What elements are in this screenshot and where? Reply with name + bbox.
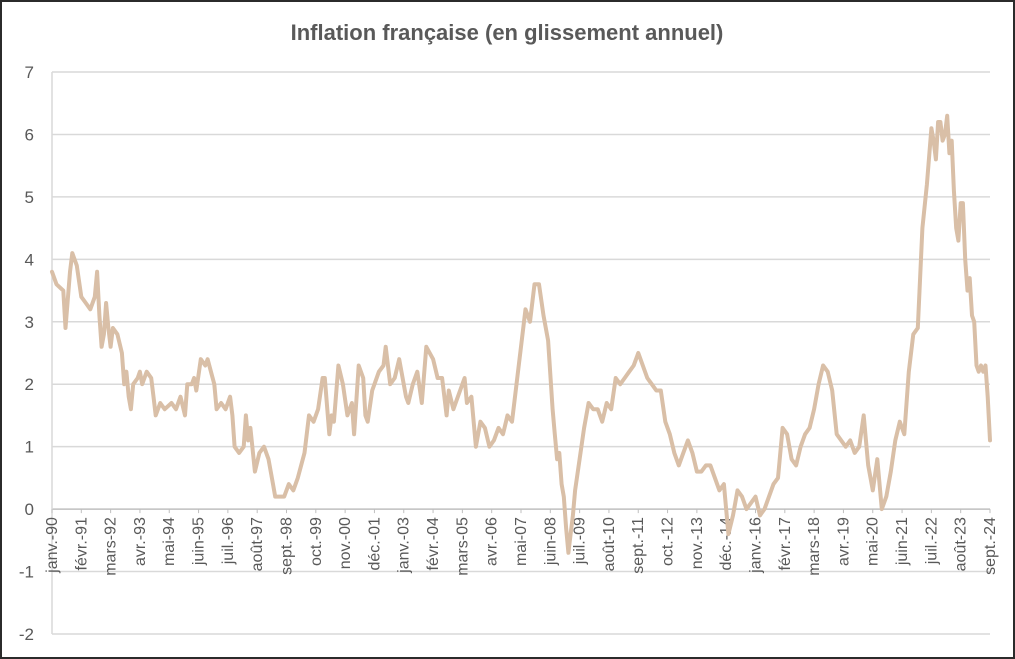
grid-layer — [51, 71, 990, 635]
x-tick-label: juil.-22 — [923, 517, 940, 565]
x-tick-label: août-97 — [249, 517, 266, 571]
x-tick-label: mai-94 — [161, 517, 178, 566]
y-tick-label: 6 — [25, 125, 34, 144]
inflation-series-line — [50, 113, 992, 555]
x-tick-label: déc.-01 — [366, 517, 383, 570]
x-tick-label: avr.-19 — [835, 517, 852, 566]
x-tick-label: mars-05 — [454, 517, 471, 576]
x-tick-label: févr.-04 — [425, 517, 442, 570]
x-tick-label: févr.-17 — [777, 517, 794, 570]
y-tick-label: -2 — [19, 625, 34, 644]
y-tick-label: 7 — [25, 63, 34, 82]
x-tick-label: avr.-06 — [484, 517, 501, 566]
y-tick-label: 3 — [25, 313, 34, 332]
chart-title: Inflation française (en glissement annue… — [291, 20, 724, 45]
x-tick-label: juin-08 — [542, 517, 559, 566]
x-tick-label: mai-20 — [865, 517, 882, 566]
y-tick-label: 2 — [25, 375, 34, 394]
series-layer — [50, 113, 992, 555]
x-tick-label: août-10 — [601, 517, 618, 571]
x-tick-label: sept.-98 — [279, 517, 296, 575]
y-tick-label: 4 — [25, 250, 34, 269]
x-tick-label: sept.-24 — [982, 517, 999, 575]
x-tick-label: juil.-96 — [220, 517, 237, 565]
x-tick-label: févr.-91 — [73, 517, 90, 570]
axis-layer: -2 -1 0 1 2 3 4 5 6 7 janv.-90 févr.-91 mars-92 avr.-… — [19, 63, 999, 644]
x-tick-label: juil.-09 — [572, 517, 589, 565]
x-tick-label: juin-95 — [191, 517, 208, 566]
x-tick-label: janv.-03 — [396, 517, 413, 574]
x-tick-label: avr.-93 — [132, 517, 149, 566]
x-tick-label: juin-21 — [894, 517, 911, 566]
y-tick-label: 1 — [25, 438, 34, 457]
x-tick-label: nov.-13 — [689, 517, 706, 569]
x-tick-label: mars-18 — [806, 517, 823, 576]
y-tick-label: 5 — [25, 188, 34, 207]
x-tick-label: janv.-90 — [44, 517, 61, 574]
y-tick-label: -1 — [19, 563, 34, 582]
x-tick-label: mai-07 — [513, 517, 530, 566]
x-tick-label: août-23 — [953, 517, 970, 571]
x-tick-label: janv.-16 — [748, 517, 765, 574]
x-tick-label: oct.-99 — [308, 517, 325, 566]
x-tick-label: nov.-00 — [337, 517, 354, 569]
y-tick-label: 0 — [25, 500, 34, 519]
x-tick-label: oct.-12 — [660, 517, 677, 566]
x-tick-label: sept.-11 — [630, 517, 647, 574]
x-tick-label: mars-92 — [103, 517, 120, 576]
